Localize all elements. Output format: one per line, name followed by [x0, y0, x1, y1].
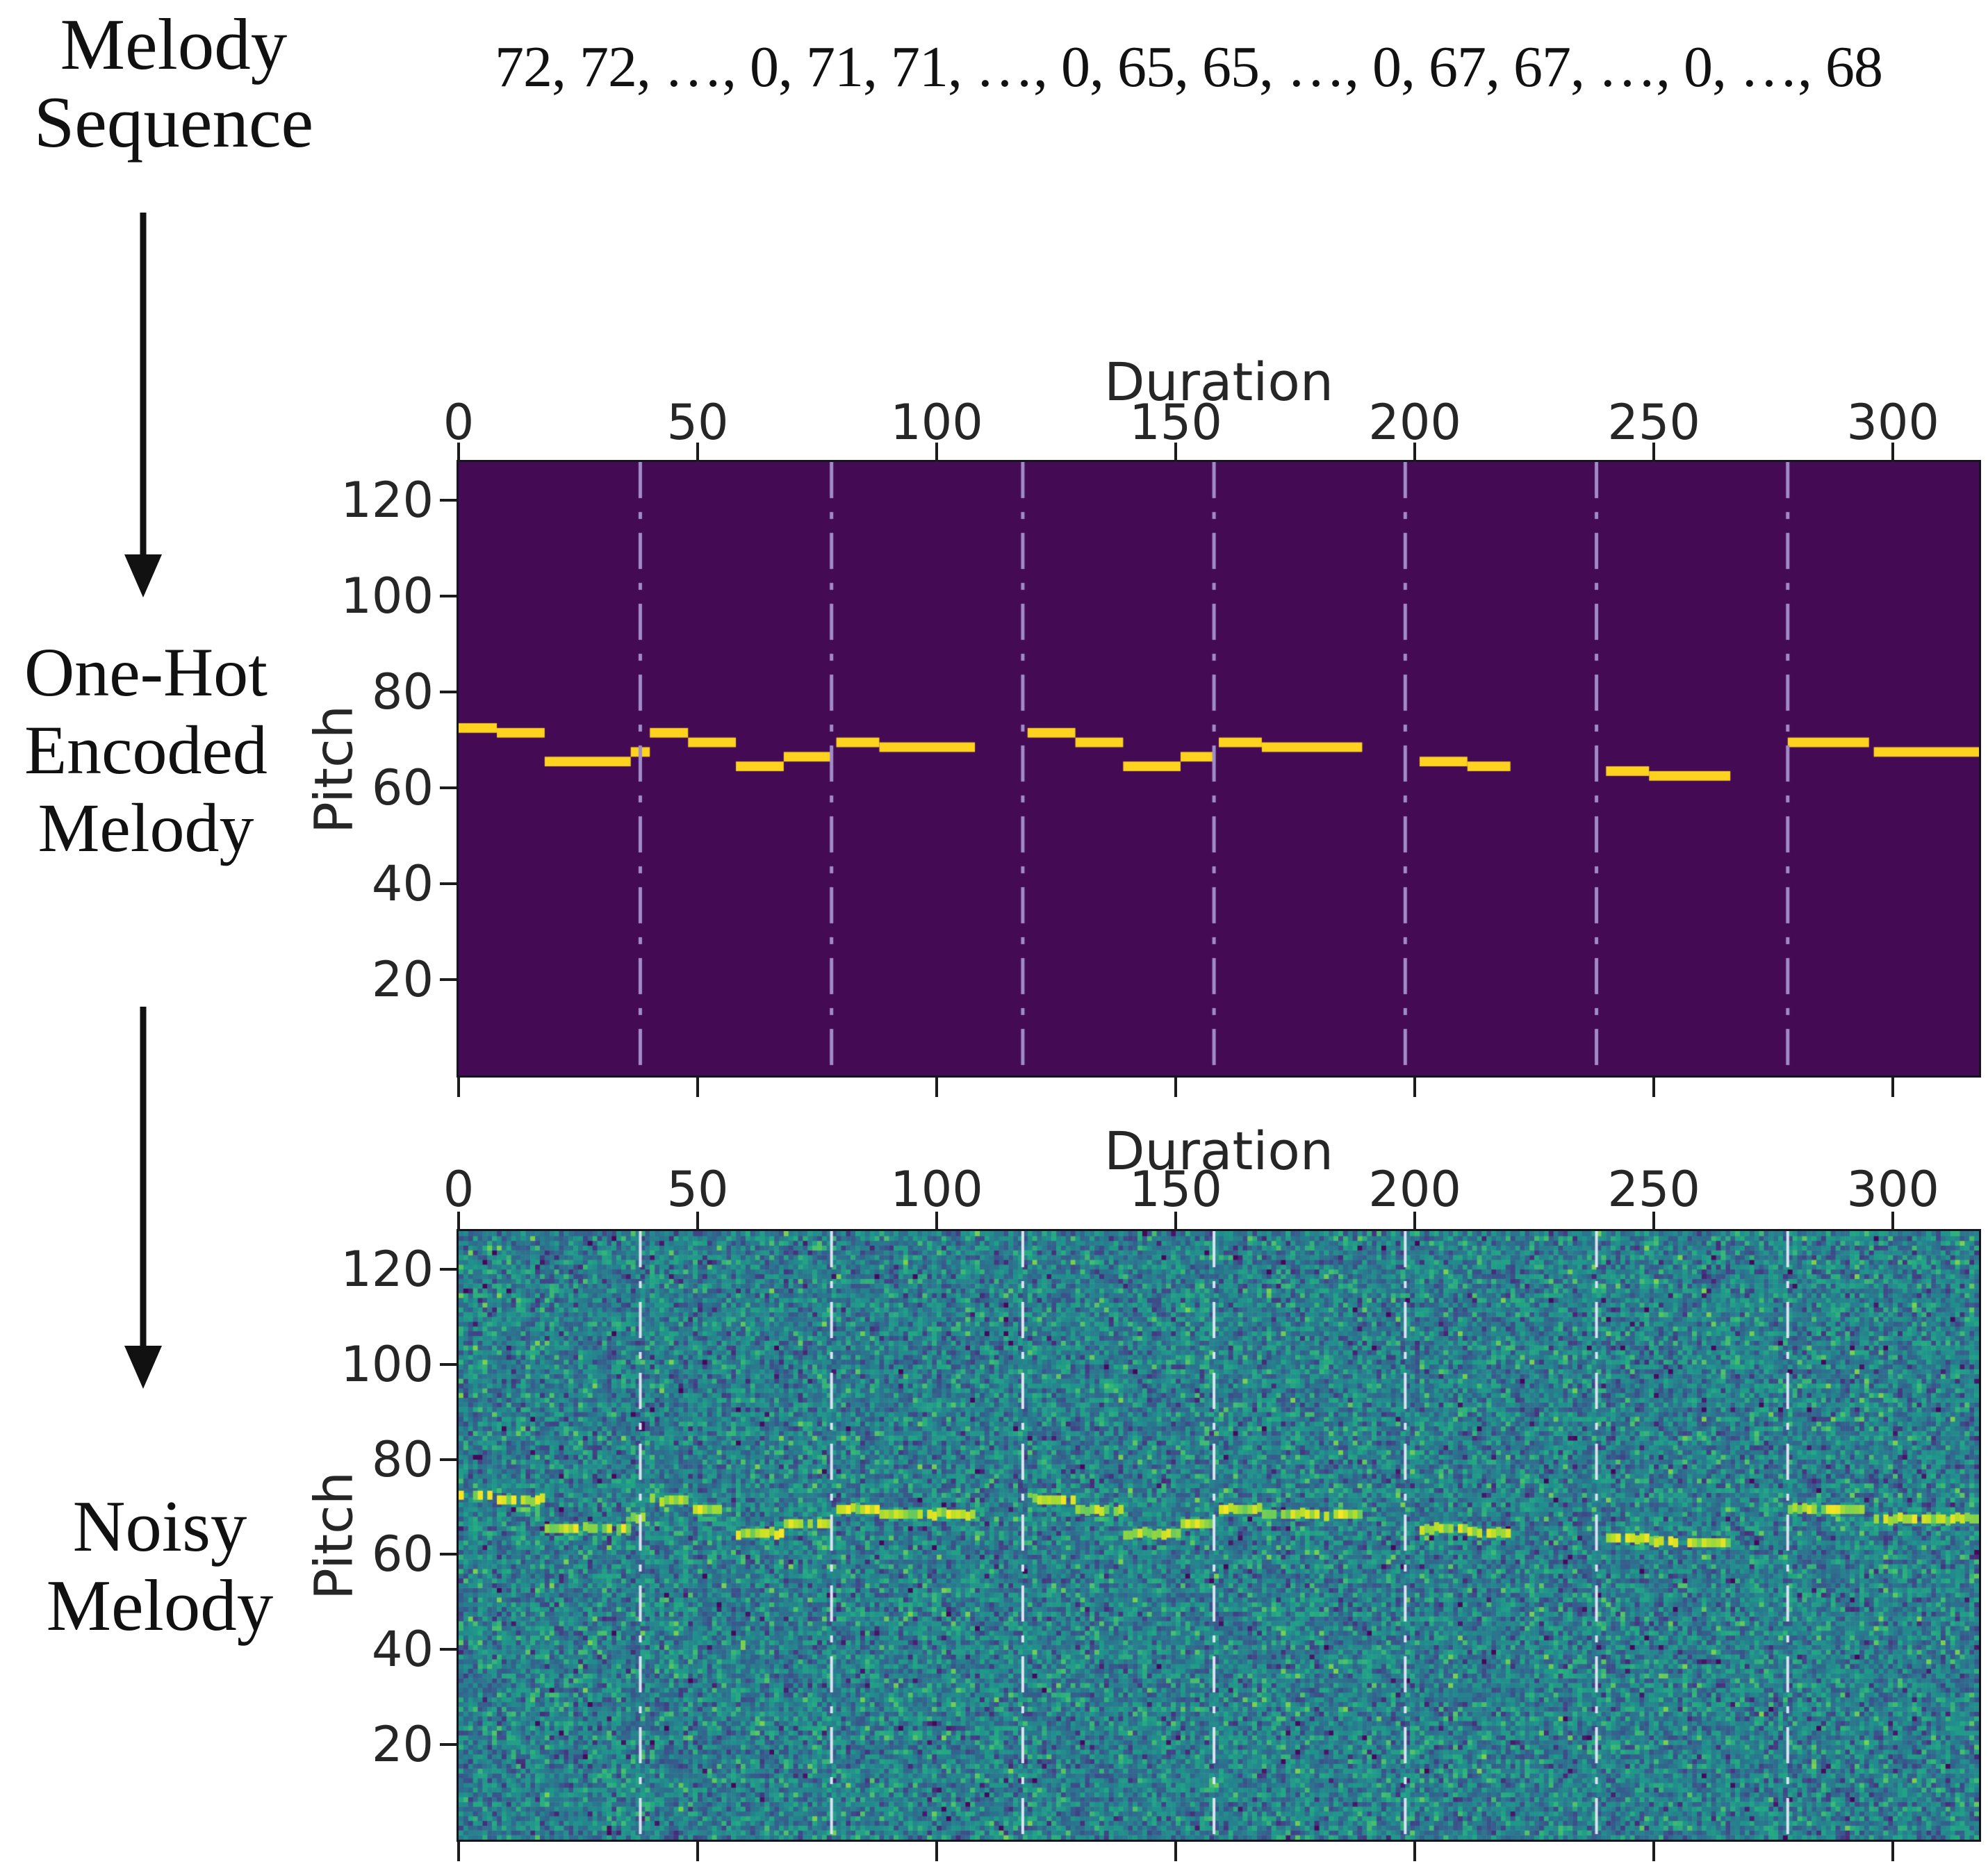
arrow-down-icon	[124, 213, 162, 597]
x-tick-label: 100	[890, 394, 983, 451]
x-tick-mark	[1652, 443, 1656, 462]
x-tick-mark	[457, 1078, 460, 1097]
x-tick-mark	[457, 1212, 460, 1231]
x-axis-title: Duration	[1103, 351, 1334, 413]
x-tick-mark	[935, 1078, 939, 1097]
y-tick-label: 120	[340, 1240, 434, 1298]
y-tick-mark	[440, 1553, 457, 1556]
y-tick-mark	[440, 1267, 457, 1271]
flow-label-line: Encoded	[24, 711, 268, 789]
x-tick-label: 250	[1607, 1161, 1700, 1218]
x-tick-label: 150	[1129, 1161, 1222, 1218]
x-tick-mark	[696, 443, 700, 462]
x-tick-label: 50	[666, 394, 729, 451]
x-tick-mark	[1174, 1842, 1178, 1861]
x-tick-mark	[1413, 443, 1417, 462]
y-tick-mark	[440, 1743, 457, 1747]
x-tick-mark	[696, 1212, 700, 1231]
x-tick-label: 200	[1368, 394, 1461, 451]
y-tick-mark	[440, 595, 457, 598]
y-tick-label: 100	[340, 568, 434, 625]
y-tick-label: 60	[371, 1526, 434, 1583]
y-tick-mark	[440, 1458, 457, 1461]
arrow-down-icon	[124, 1007, 162, 1389]
x-tick-label: 100	[890, 1161, 983, 1218]
melody-sequence-label: Melody Sequence	[14, 6, 334, 161]
y-tick-label: 80	[371, 663, 434, 721]
y-tick-mark	[440, 1648, 457, 1651]
x-tick-label: 200	[1368, 1161, 1461, 1218]
y-tick-mark	[440, 499, 457, 502]
x-tick-label: 0	[443, 394, 475, 451]
x-tick-mark	[1891, 1212, 1895, 1231]
flow-label-line: Noisy	[72, 1485, 247, 1567]
x-tick-mark	[1891, 443, 1895, 462]
x-tick-mark	[1652, 1212, 1656, 1231]
flow-label-line: Sequence	[33, 81, 314, 163]
x-tick-mark	[1413, 1078, 1417, 1097]
x-tick-label: 300	[1846, 1161, 1939, 1218]
x-tick-label: 300	[1846, 394, 1939, 451]
x-tick-mark	[1652, 1078, 1656, 1097]
y-tick-label: 120	[340, 472, 434, 529]
x-tick-mark	[696, 1078, 700, 1097]
y-tick-label: 20	[371, 951, 434, 1009]
x-tick-mark	[935, 443, 939, 462]
y-tick-mark	[440, 786, 457, 790]
x-tick-mark	[1891, 1078, 1895, 1097]
y-tick-mark	[440, 1362, 457, 1366]
x-axis-title: Duration	[1103, 1120, 1334, 1182]
x-tick-label: 0	[443, 1161, 475, 1218]
x-tick-mark	[457, 1842, 460, 1861]
y-tick-mark	[440, 691, 457, 694]
y-tick-label: 20	[371, 1716, 434, 1774]
y-tick-label: 80	[371, 1430, 434, 1488]
x-tick-mark	[457, 443, 460, 462]
y-tick-mark	[440, 978, 457, 982]
one-hot-encoded-melody-label: One-Hot Encoded Melody	[0, 634, 292, 867]
flow-label-line: Melody	[46, 1565, 274, 1646]
flow-label-line: Melody	[38, 789, 254, 866]
x-tick-mark	[1174, 1212, 1178, 1231]
y-tick-label: 100	[340, 1335, 434, 1393]
melody-sequence-values: 72, 72, …, 0, 71, 71, …, 0, 65, 65, …, 0…	[495, 35, 1883, 99]
y-tick-mark	[440, 882, 457, 886]
y-tick-label: 40	[371, 1621, 434, 1679]
x-tick-mark	[1174, 1078, 1178, 1097]
x-tick-mark	[1174, 443, 1178, 462]
y-tick-label: 60	[371, 759, 434, 817]
x-tick-label: 50	[666, 1161, 729, 1218]
x-tick-mark	[696, 1842, 700, 1861]
x-tick-mark	[935, 1212, 939, 1231]
noisy-melody-label: Noisy Melody	[14, 1487, 306, 1645]
x-tick-mark	[935, 1842, 939, 1861]
x-tick-mark	[1413, 1842, 1417, 1861]
one-hot-heatmap	[457, 460, 1981, 1078]
x-tick-label: 250	[1607, 394, 1700, 451]
y-tick-label: 40	[371, 855, 434, 913]
x-tick-label: 150	[1129, 394, 1222, 451]
flow-label-line: Melody	[60, 3, 288, 85]
x-tick-mark	[1413, 1212, 1417, 1231]
x-tick-mark	[1891, 1842, 1895, 1861]
x-tick-mark	[1652, 1842, 1656, 1861]
noisy-heatmap	[457, 1229, 1981, 1842]
flow-label-line: One-Hot	[24, 634, 268, 711]
